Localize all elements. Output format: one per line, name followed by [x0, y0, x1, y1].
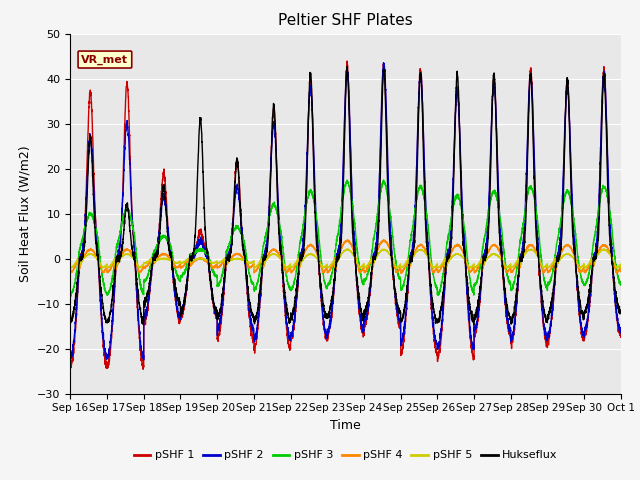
Text: VR_met: VR_met: [81, 54, 129, 65]
Y-axis label: Soil Heat Flux (W/m2): Soil Heat Flux (W/m2): [19, 145, 31, 282]
Legend: pSHF 1, pSHF 2, pSHF 3, pSHF 4, pSHF 5, Hukseflux: pSHF 1, pSHF 2, pSHF 3, pSHF 4, pSHF 5, …: [129, 446, 562, 465]
Title: Peltier SHF Plates: Peltier SHF Plates: [278, 13, 413, 28]
X-axis label: Time: Time: [330, 419, 361, 432]
